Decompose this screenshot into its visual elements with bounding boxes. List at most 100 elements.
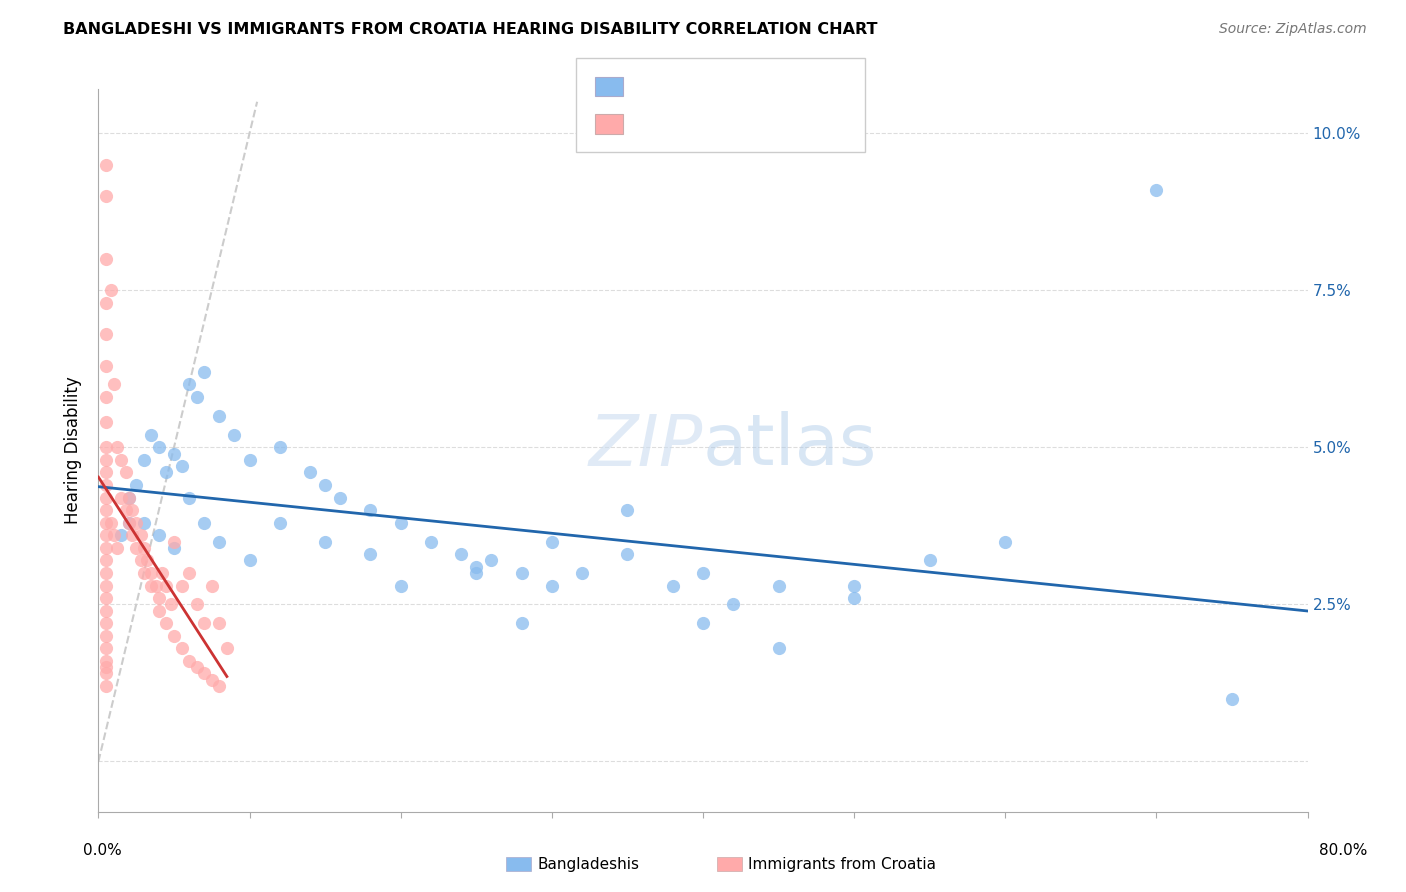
Point: [125, 541, 148, 555]
Point: [186, 660, 208, 674]
Point: [110, 453, 132, 467]
Point: [94, 478, 117, 492]
Point: [94, 641, 117, 656]
Point: [186, 390, 208, 404]
Text: N =: N =: [738, 115, 769, 133]
Point: [170, 641, 193, 656]
Point: [389, 578, 412, 592]
Text: N =: N =: [738, 78, 769, 95]
Point: [94, 359, 117, 373]
Point: [94, 158, 117, 172]
Text: ZIP: ZIP: [589, 411, 703, 481]
Point: [118, 516, 141, 530]
Point: [193, 516, 215, 530]
Text: R =: R =: [631, 78, 662, 95]
Point: [208, 409, 231, 423]
Point: [215, 641, 238, 656]
Point: [844, 591, 866, 606]
Point: [155, 578, 177, 592]
Point: [420, 534, 443, 549]
Point: [94, 440, 117, 454]
Point: [100, 283, 122, 297]
Point: [94, 660, 117, 674]
Point: [129, 528, 152, 542]
Point: [94, 629, 117, 643]
Point: [129, 553, 152, 567]
Point: [141, 566, 163, 580]
Point: [163, 447, 186, 461]
Point: [163, 541, 186, 555]
Point: [160, 598, 183, 612]
Text: BANGLADESHI VS IMMIGRANTS FROM CROATIA HEARING DISABILITY CORRELATION CHART: BANGLADESHI VS IMMIGRANTS FROM CROATIA H…: [63, 22, 877, 37]
Point: [132, 453, 155, 467]
Point: [94, 503, 117, 517]
Text: 0.017: 0.017: [672, 78, 724, 95]
Point: [179, 377, 201, 392]
Point: [150, 566, 173, 580]
Point: [208, 679, 231, 693]
Point: [994, 534, 1017, 549]
Point: [360, 503, 382, 517]
Point: [94, 415, 117, 429]
Point: [118, 491, 141, 505]
Point: [163, 534, 186, 549]
Point: [481, 553, 503, 567]
Text: R =: R =: [631, 115, 662, 133]
Point: [94, 604, 117, 618]
Point: [179, 566, 201, 580]
Point: [155, 466, 177, 480]
Point: [918, 553, 941, 567]
Point: [94, 491, 117, 505]
Point: [94, 528, 117, 542]
Point: [616, 503, 638, 517]
Point: [121, 503, 143, 517]
Point: [510, 616, 533, 631]
Point: [94, 553, 117, 567]
Point: [179, 654, 201, 668]
Y-axis label: Hearing Disability: Hearing Disability: [65, 376, 83, 524]
Point: [193, 666, 215, 681]
Point: [389, 516, 412, 530]
Point: [193, 365, 215, 379]
Point: [141, 427, 163, 442]
Point: [239, 553, 262, 567]
Text: 75: 75: [778, 115, 800, 133]
Point: [155, 616, 177, 631]
Point: [193, 616, 215, 631]
Point: [94, 189, 117, 203]
Point: [94, 654, 117, 668]
Point: [94, 295, 117, 310]
Point: [135, 553, 157, 567]
Point: [94, 566, 117, 580]
Point: [465, 559, 488, 574]
Point: [186, 598, 208, 612]
Point: [94, 541, 117, 555]
Point: [100, 516, 122, 530]
Text: 80.0%: 80.0%: [1319, 843, 1367, 858]
Point: [540, 578, 562, 592]
Point: [94, 578, 117, 592]
Point: [94, 327, 117, 342]
Point: [844, 578, 866, 592]
Point: [170, 578, 193, 592]
Point: [94, 591, 117, 606]
Point: [224, 427, 246, 442]
Point: [540, 534, 562, 549]
Point: [110, 491, 132, 505]
Point: [148, 528, 170, 542]
Point: [121, 528, 143, 542]
Text: 0.0%: 0.0%: [83, 843, 122, 858]
Point: [314, 478, 336, 492]
Point: [571, 566, 593, 580]
Point: [148, 440, 170, 454]
Point: [314, 534, 336, 549]
Point: [269, 440, 291, 454]
Point: [94, 252, 117, 266]
Point: [103, 377, 125, 392]
Point: [661, 578, 683, 592]
Point: [103, 528, 125, 542]
Point: [145, 578, 167, 592]
Point: [94, 679, 117, 693]
Point: [692, 616, 714, 631]
Point: [125, 478, 148, 492]
